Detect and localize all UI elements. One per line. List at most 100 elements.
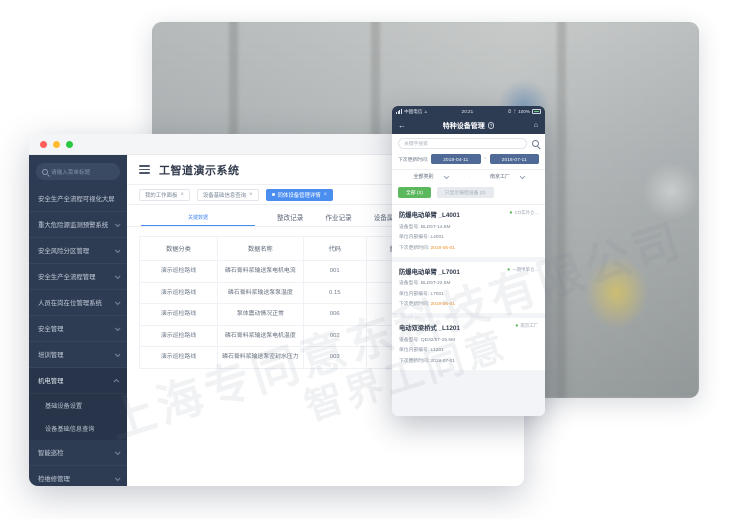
home-icon[interactable]: ⌂ — [533, 122, 538, 129]
sidebar-item-label: 培训管理 — [38, 352, 64, 359]
equipment-location: CO实外仓... — [514, 210, 538, 215]
equipment-model: BLD5T-22.5M — [420, 281, 451, 286]
list-item[interactable]: 防爆电动单臂 _L4001 ● CO实外仓... 设备型号: BLD5T-14.… — [392, 205, 545, 262]
search-icon — [42, 168, 48, 175]
filter-all-button[interactable]: 全部 (3) — [398, 187, 431, 198]
chevron-down-icon — [443, 173, 449, 179]
equipment-serial: L7001 — [430, 291, 444, 297]
equipment-name: 电动双梁桥式 _L1201 — [399, 325, 460, 332]
sidebar-item-label: 检维修管理 — [38, 476, 70, 483]
serial-label: 单位内部编号: — [399, 291, 430, 297]
tab-key-data[interactable]: 关键数据 — [141, 214, 255, 226]
update-label: 下次更新时间: — [399, 302, 430, 307]
location-pin-icon: ● — [515, 323, 519, 329]
sidebar-item-label: 安全风险分区管理 — [38, 248, 90, 255]
sidebar-item-label: 人员在岗在位管理系统 — [38, 300, 102, 307]
select-category[interactable]: 全部类别 — [392, 173, 469, 180]
sidebar-item-label: 机电管理 — [38, 378, 64, 385]
equipment-location: 南京工厂 — [520, 323, 538, 328]
update-label: 下次更新时间: — [399, 358, 430, 364]
hamburger-icon[interactable] — [139, 165, 150, 174]
cell-code: 003 — [302, 346, 367, 369]
open-tabs-bar: 我的工作面板 × 设备基础信息查询 × 同体设备管理详情 × — [127, 185, 524, 205]
date-filter-label: 下次更新时间: — [398, 157, 429, 163]
chevron-down-icon — [114, 220, 121, 227]
sidebar-submenu: 基础设备设置 设备基础信息查询 — [29, 394, 127, 440]
equipment-name: 防爆电动单臂 _L7001 — [399, 268, 460, 276]
equipment-list[interactable]: 防爆电动单臂 _L4001 ● CO实外仓... 设备型号: BLD5T-14.… — [392, 205, 545, 416]
close-icon[interactable] — [40, 140, 47, 148]
list-item[interactable]: 防爆电动单臂 _L7001 ● 一期甲苯仓... 设备型号: BLD5T-22.… — [392, 261, 545, 318]
close-icon[interactable]: × — [180, 191, 184, 198]
sidebar-item-smart-inspection[interactable]: 智能巡检 — [29, 440, 127, 466]
serial-label: 单位内部编号: — [399, 235, 430, 240]
sidebar-item-hazard-monitoring[interactable]: 重大危险源监测预警系统 — [29, 212, 127, 238]
cell-code: 0.15 — [302, 281, 367, 305]
close-icon[interactable]: × — [323, 191, 328, 198]
sidebar-item-dashboard[interactable]: 安全生产全流程可视化大屏 — [29, 186, 127, 212]
sidebar-item-training[interactable]: 培训管理 — [29, 342, 127, 368]
minimize-icon[interactable] — [53, 140, 60, 148]
sidebar-item-maintenance[interactable]: 检维修管理 — [29, 466, 127, 486]
sidebar-menu-list: 安全生产全流程可视化大屏 重大危险源监测预警系统 安全风险分区管理 安全生产全流… — [29, 186, 127, 486]
alarm-icon: ⏱ — [507, 109, 512, 114]
maximize-icon[interactable] — [66, 140, 73, 148]
serial-label: 单位内部编号: — [399, 348, 430, 353]
equipment-name: 防爆电动单臂 _L4001 — [399, 212, 460, 219]
select-category-label: 全部类别 — [413, 174, 434, 180]
column-header-name: 数据名称 — [217, 236, 304, 261]
mobile-search-input[interactable]: 关键字搜索 — [398, 138, 527, 149]
sidebar-subitem-equipment-info-query[interactable]: 设备基础信息查询 — [29, 417, 127, 440]
chevron-down-icon — [114, 350, 121, 357]
date-end-field[interactable]: 2018-07-11 — [489, 154, 540, 164]
mobile-search-row: 关键字搜索 — [392, 134, 545, 153]
date-separator: ~ — [483, 156, 487, 162]
chevron-down-icon — [114, 272, 121, 279]
filter-inspection-button[interactable]: 只显示报检设备 (2) — [436, 187, 494, 198]
sidebar-item-risk-zoning[interactable]: 安全风险分区管理 — [29, 238, 127, 264]
cell-name: 磷石膏料浆输送泵电机温度 — [217, 324, 304, 348]
cell-name: 泵体震动情况正常 — [217, 303, 304, 326]
date-start-field[interactable]: 2018-04-11 — [431, 154, 481, 164]
chevron-up-icon — [113, 378, 120, 385]
search-icon[interactable] — [532, 140, 539, 147]
mobile-app-window: 中国电信 ▵ 20:21 ⏱ ᛏ 100% ← 特种设备管理 ? ⌂ 关键字搜索 — [392, 106, 545, 416]
tab-equipment-attrs[interactable]: 设备属性 — [373, 215, 401, 222]
question-mark-icon[interactable]: ? — [487, 122, 495, 129]
mobile-page-title: 特种设备管理 — [442, 122, 485, 130]
bluetooth-icon: ᛏ — [513, 109, 517, 114]
sidebar-item-safety-mgmt[interactable]: 安全管理 — [29, 316, 127, 342]
filter-button-row: 全部 (3) 只显示报检设备 (2) — [392, 183, 545, 205]
select-factory-label: 南京工厂 — [489, 174, 510, 180]
equipment-update-date: 2018-07-01 — [430, 358, 456, 364]
cell-code: 006 — [302, 303, 367, 326]
cell-name: 磷石膏料浆输送泵电机电流 — [217, 260, 304, 283]
tab-rectification[interactable]: 整改记录 — [276, 215, 304, 222]
column-header-code: 代码 — [302, 236, 367, 261]
sidebar-item-personnel[interactable]: 人员在岗在位管理系统 — [29, 290, 127, 316]
tab-chip-equipment-detail[interactable]: 同体设备管理详情 × — [265, 188, 334, 201]
sidebar-item-electromechanical[interactable]: 机电管理 — [29, 368, 127, 394]
tab-work-records[interactable]: 作业记录 — [325, 215, 352, 222]
equipment-serial: L4001 — [430, 235, 444, 240]
tab-chip-equipment-query[interactable]: 设备基础信息查询 × — [196, 188, 259, 201]
select-factory[interactable]: 南京工厂 — [468, 173, 546, 180]
cell-category: 演示巡检路线 — [138, 303, 219, 326]
back-arrow-icon[interactable]: ← — [398, 121, 406, 130]
list-item[interactable]: 电动双梁桥式 _L1201 ● 南京工厂 设备型号: QD32/5T-25.5M… — [392, 318, 545, 375]
close-icon[interactable]: × — [249, 191, 253, 198]
tab-chip-label: 我的工作面板 — [145, 192, 178, 199]
equipment-location: 一期甲苯仓... — [512, 266, 538, 272]
chevron-down-icon — [114, 298, 121, 305]
model-label: 设备型号: — [399, 337, 420, 343]
sidebar-search-input[interactable]: 请输入菜单标题 — [36, 163, 120, 180]
sidebar-subitem-basic-equipment-setup[interactable]: 基础设备设置 — [29, 394, 127, 417]
tab-chip-my-workspace[interactable]: 我的工作面板 × — [139, 188, 190, 201]
sidebar-item-process-mgmt[interactable]: 安全生产全流程管理 — [29, 264, 127, 290]
sidebar-subitem-label: 设备基础信息查询 — [45, 426, 95, 433]
app-header: 工智道演示系统 — [127, 155, 524, 185]
sidebar-item-label: 重大危险源监测预警系统 — [38, 222, 109, 229]
chevron-down-icon — [114, 324, 121, 331]
update-label: 下次更新时间: — [399, 245, 430, 251]
